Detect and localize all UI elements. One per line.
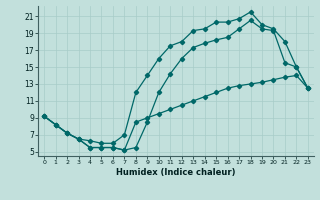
X-axis label: Humidex (Indice chaleur): Humidex (Indice chaleur) (116, 168, 236, 177)
